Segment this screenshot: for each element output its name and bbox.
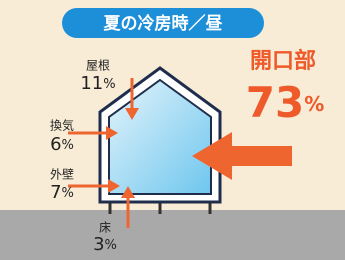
title: 夏の冷房時／昼 — [104, 13, 223, 34]
diagram: 夏の冷房時／昼 屋根 11% 換気 6% 外壁 7% 床 3% 開口部 73% — [0, 0, 345, 260]
item-label: 床 — [99, 221, 111, 235]
ground — [0, 210, 345, 260]
item-value: 6% — [50, 134, 74, 155]
value: 6 — [50, 134, 61, 155]
highlight-label: 開口部 — [250, 48, 316, 74]
item-value: 3% — [93, 234, 117, 255]
unit: % — [105, 238, 117, 253]
value: 11 — [80, 73, 103, 94]
unit: % — [304, 92, 324, 116]
item-label: 外壁 — [50, 167, 74, 182]
unit: % — [103, 77, 115, 92]
unit: % — [62, 138, 74, 153]
value: 3 — [93, 234, 104, 255]
item-label: 換気 — [50, 118, 74, 133]
unit: % — [62, 186, 74, 201]
value: 7 — [50, 182, 61, 203]
item-value: 7% — [50, 182, 74, 203]
item-label: 屋根 — [86, 59, 110, 73]
value: 73 — [246, 78, 304, 127]
item-value: 11% — [80, 73, 115, 94]
